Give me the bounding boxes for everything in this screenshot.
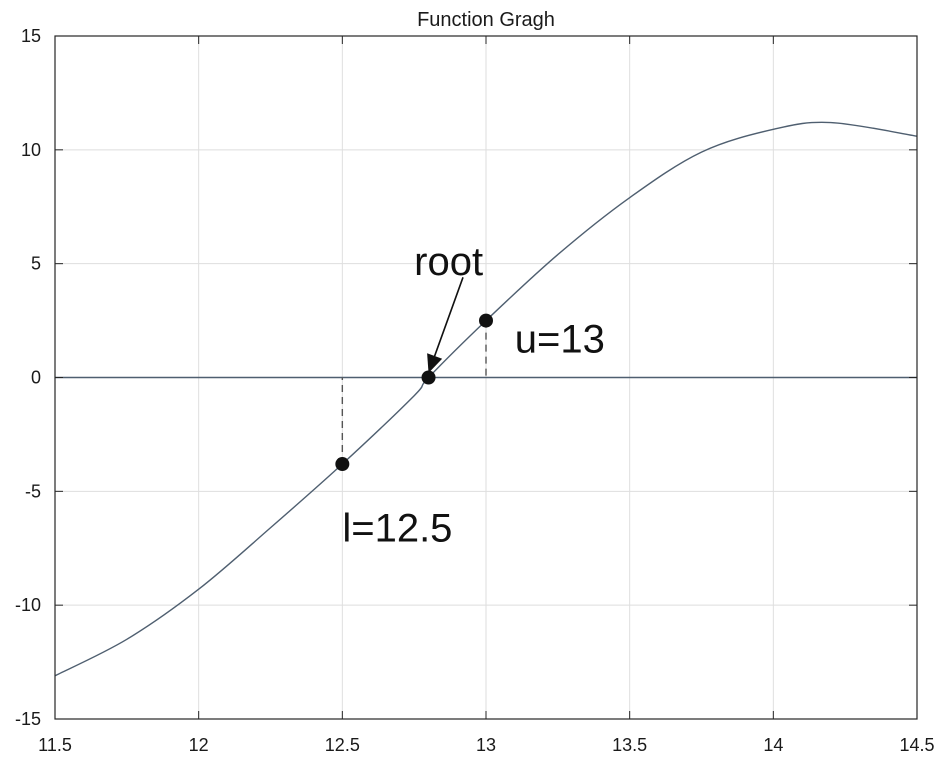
guide-lines bbox=[341, 320, 487, 465]
point-upper bbox=[479, 313, 493, 328]
function-curve bbox=[54, 121, 918, 677]
y-tick-label: -15 bbox=[15, 709, 41, 729]
point-lower bbox=[335, 457, 350, 472]
x-tick-label: 13.5 bbox=[612, 735, 647, 755]
x-tick-label: 13 bbox=[476, 735, 496, 755]
x-tick-label: 12 bbox=[189, 735, 209, 755]
point-root bbox=[421, 370, 436, 385]
annotation-label: l=12.5 bbox=[342, 506, 452, 550]
axes-frame bbox=[54, 35, 918, 720]
series-layer bbox=[54, 121, 918, 677]
y-tick-label: 10 bbox=[21, 140, 41, 160]
annotation-label: root bbox=[414, 240, 483, 284]
x-tick-label: 14.5 bbox=[899, 735, 934, 755]
chart-title: Function Gragh bbox=[417, 9, 555, 31]
y-tick-label: 5 bbox=[31, 254, 41, 274]
x-tick-label: 11.5 bbox=[38, 735, 72, 755]
x-tick-label: 12.5 bbox=[325, 735, 360, 755]
y-tick-label: 0 bbox=[31, 368, 41, 388]
annotation-label: u=13 bbox=[515, 317, 605, 361]
annotations: root u=13 l=12.5 bbox=[342, 240, 605, 550]
marker-points bbox=[335, 313, 493, 472]
y-tick-label: 15 bbox=[21, 26, 41, 46]
arrow-layer bbox=[427, 277, 464, 374]
y-tick-label: -5 bbox=[25, 481, 41, 501]
y-tick-label: -10 bbox=[15, 595, 41, 615]
tick-labels: 11.5 12 12.5 13 13.5 14 14.5 15 10 5 0 -5 -10 -15 bbox=[15, 26, 935, 755]
x-tick-label: 14 bbox=[763, 735, 783, 755]
root-arrow-head bbox=[427, 353, 443, 373]
